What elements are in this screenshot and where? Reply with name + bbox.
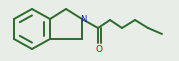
Text: O: O: [96, 45, 103, 54]
Text: N: N: [80, 15, 86, 23]
